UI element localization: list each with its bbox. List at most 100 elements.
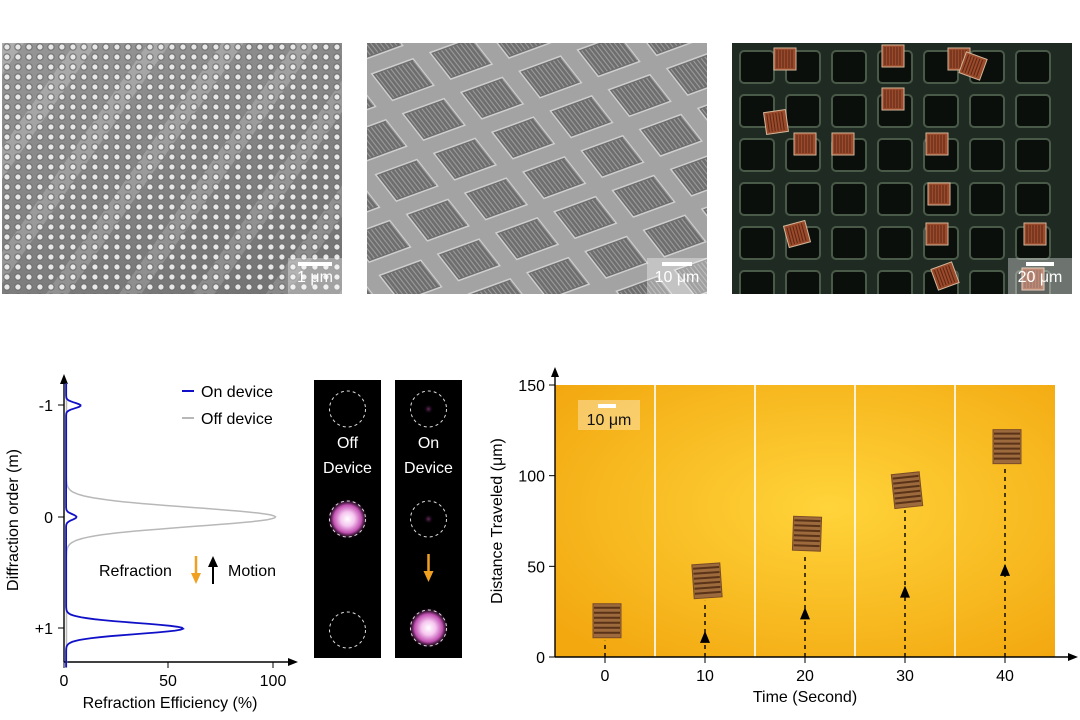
trajectory-arrow [800, 607, 810, 620]
x-axis-arrow [1068, 653, 1078, 661]
micro-device [831, 132, 855, 156]
frame-dividers [654, 385, 956, 657]
y-tick-label: 100 [518, 469, 545, 486]
well [877, 226, 913, 260]
grating-pad [367, 118, 408, 163]
diffraction-spot-images: Off Device On Device [314, 380, 462, 658]
well [969, 226, 1005, 260]
micro-device [793, 132, 817, 156]
scale-bar-label: 10 μm [654, 269, 700, 286]
off-label-line1: Off [337, 435, 359, 452]
grating-pad [367, 219, 412, 263]
legend-on-device: On device [201, 384, 273, 401]
well [1015, 138, 1051, 172]
micro-device [881, 44, 905, 68]
x-tick-label: 30 [896, 668, 914, 685]
grating-pad [428, 43, 494, 81]
refraction-arrow-head [191, 573, 201, 584]
x-axis-arrow [288, 658, 298, 666]
well [739, 138, 775, 172]
well [831, 226, 867, 260]
well [1015, 94, 1051, 128]
y-tick-label: -1 [39, 398, 53, 415]
sem-array-image: 10 μm [367, 43, 707, 294]
scale-bar: 1 μm [288, 258, 342, 294]
well [831, 182, 867, 216]
device-point [992, 429, 1022, 465]
refraction-label: Refraction [99, 563, 172, 580]
refraction-arrow-head [423, 571, 434, 582]
grating-pad [615, 275, 680, 294]
well [1015, 50, 1051, 84]
x-axis-label: Time (Second) [753, 689, 857, 706]
zero-order-dim-spot [423, 514, 434, 524]
y-axis-arrow [60, 374, 68, 384]
well [831, 50, 867, 84]
x-tick-label: 20 [796, 668, 814, 685]
grating-pad [700, 193, 707, 237]
well [877, 182, 913, 216]
grating-pad [367, 280, 385, 294]
devices [592, 429, 1022, 657]
micro-device [927, 182, 951, 206]
scale-bar: 20 μm [1008, 258, 1072, 294]
well [969, 182, 1005, 216]
well [877, 270, 913, 294]
order-circle [329, 611, 366, 649]
order-circle [410, 609, 447, 647]
device-point [691, 562, 723, 600]
on-label-line1: On [418, 435, 439, 452]
well [831, 270, 867, 294]
optical-device-pattern [739, 44, 1051, 294]
optical-device-image: 20 μm [732, 43, 1072, 294]
micro-device [763, 109, 789, 135]
y-axis-label: Distance Traveled (μm) [489, 438, 506, 604]
micro-device [1023, 222, 1047, 246]
micro-device [782, 219, 812, 249]
device-point [791, 515, 823, 552]
x-tick-label: 10 [696, 668, 714, 685]
micro-device [1021, 267, 1045, 291]
y-axis-label: Diffraction order (m) [5, 449, 22, 591]
x-axis-label: Refraction Efficiency (%) [83, 695, 258, 712]
well [877, 138, 913, 172]
trajectory-arrow [1000, 563, 1010, 576]
on-label-line2: Device [404, 460, 453, 477]
micro-device [930, 261, 960, 291]
grating-pad [367, 179, 381, 224]
micro-device [881, 87, 905, 111]
micro-device [925, 132, 949, 156]
scale-bar: 10 μm [647, 258, 707, 294]
scale-bar-label: 20 μm [1017, 269, 1063, 286]
micro-device [958, 51, 988, 81]
scale-bar [598, 404, 616, 408]
order-circle [410, 500, 447, 538]
x-tick-label: 40 [996, 668, 1014, 685]
well [969, 270, 1005, 294]
scale-bar-label: 1 μm [297, 269, 333, 286]
diffraction-plot: -1 0 +1 0 50 100 Refraction Efficiency (… [5, 374, 298, 712]
well [831, 94, 867, 128]
plus-one-order-spot [408, 608, 449, 648]
well [785, 94, 821, 128]
y-tick-label: 0 [536, 650, 545, 667]
well [785, 182, 821, 216]
device-point [592, 603, 622, 639]
scale-label: 10 μm [587, 412, 632, 429]
legend-off-device: Off device [201, 411, 273, 428]
order-circle [410, 390, 447, 428]
well [923, 94, 959, 128]
zero-order-spot [327, 499, 368, 539]
trajectory-arrow [900, 585, 910, 598]
motion-arrow-head [208, 556, 218, 567]
well [739, 226, 775, 260]
order-circle [329, 500, 366, 538]
well [785, 270, 821, 294]
well [969, 94, 1005, 128]
order-circle [329, 390, 366, 428]
y-tick-label: 150 [518, 378, 545, 395]
well [969, 138, 1005, 172]
axes: 0 50 100 150 0 10 20 30 40 [518, 367, 1078, 685]
well [739, 182, 775, 216]
motion-label: Motion [228, 563, 276, 580]
